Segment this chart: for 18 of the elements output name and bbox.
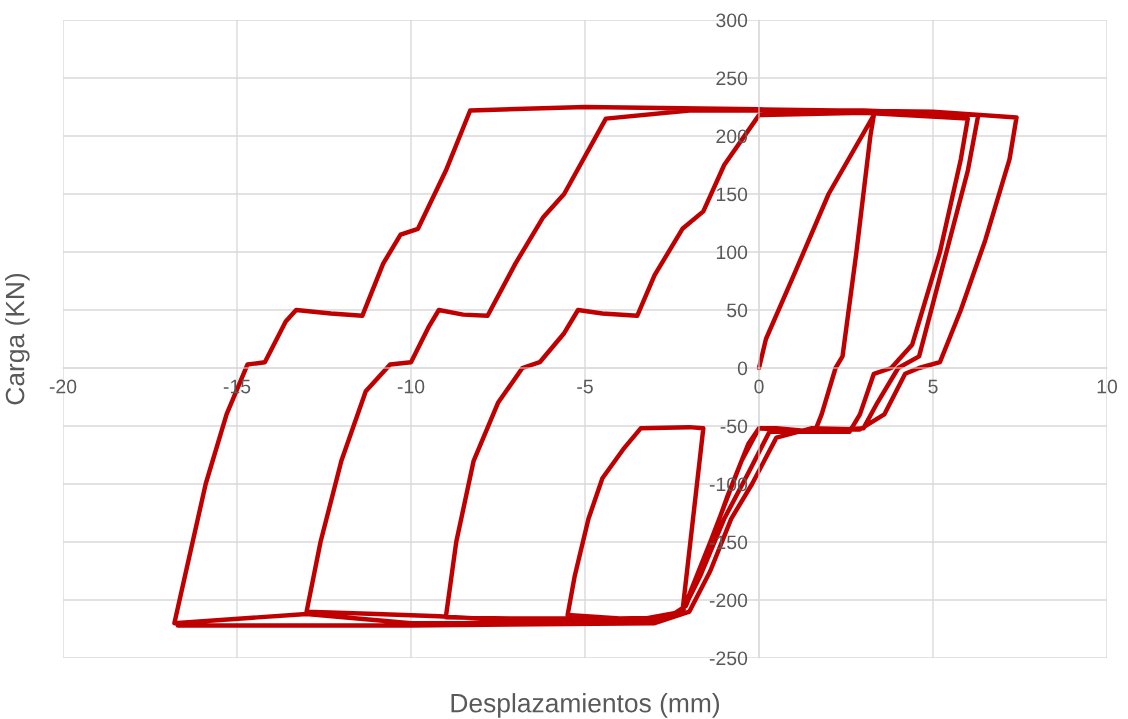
x-tick-label: -5 [577,379,593,394]
x-tick-label: 0 [754,379,764,394]
y-tick-label: -200 [709,593,748,608]
line-series [172,104,1019,628]
y-tick-label: 50 [727,303,748,318]
y-tick-label: -250 [709,651,748,666]
y-tick-label: 0 [737,361,748,376]
x-axis-title: Desplazamientos (mm) [451,693,720,718]
x-tick-label: -10 [397,379,425,394]
y-tick-label: 250 [716,71,748,86]
y-tick-label: 150 [716,187,748,202]
y-axis-title: Carga (KN) [4,273,30,405]
x-tick-label: 5 [928,379,938,394]
y-tick-label: -50 [720,419,748,434]
x-tick-label: -20 [49,379,77,394]
y-tick-label: 300 [716,13,748,28]
y-tick-label: 100 [716,245,748,260]
x-tick-label: 10 [1097,379,1118,394]
